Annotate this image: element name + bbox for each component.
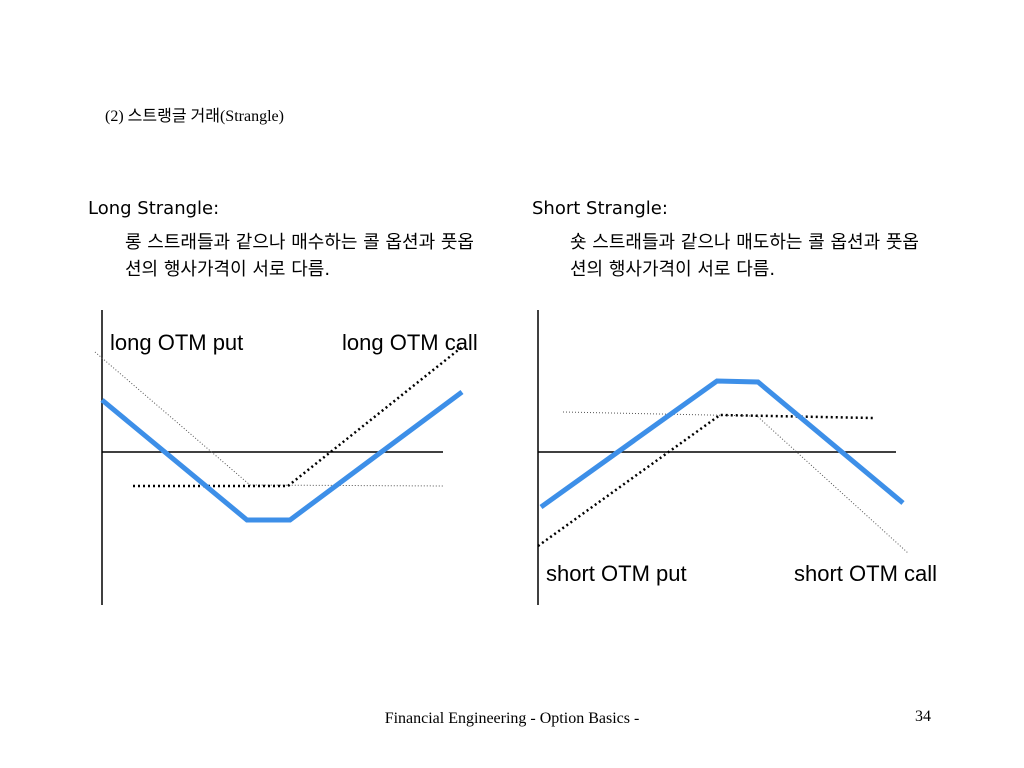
call-payoff	[133, 346, 463, 488]
footer: Financial Engineering - Option Basics -	[384, 710, 640, 727]
strangle-payoff	[100, 389, 464, 523]
label: short OTM call	[794, 561, 938, 586]
label: long OTM put	[110, 330, 244, 355]
label: long OTM call	[342, 330, 478, 355]
long-strangle-diagram	[94, 310, 464, 605]
strangle-payoff	[539, 378, 905, 510]
put-payoff	[94, 351, 444, 487]
page-number: 34	[915, 708, 931, 725]
description: 롱 스트래들과 같으나 매수하는 콜 옵션과 풋옵션의 행사가격이 서로 다름.	[125, 232, 474, 280]
call-payoff	[562, 411, 909, 554]
title: (2) 스트랭글 거래(Strangle)	[105, 108, 284, 125]
description: 숏 스트래들과 같으나 매도하는 콜 옵션과 풋옵션의 행사가격이 서로 다름.	[570, 232, 919, 280]
label: short OTM put	[546, 561, 687, 586]
heading: Short Strangle:	[532, 198, 668, 219]
short-strangle-diagram	[537, 310, 909, 605]
heading: Long Strangle:	[88, 198, 220, 219]
put-payoff	[537, 413, 874, 548]
